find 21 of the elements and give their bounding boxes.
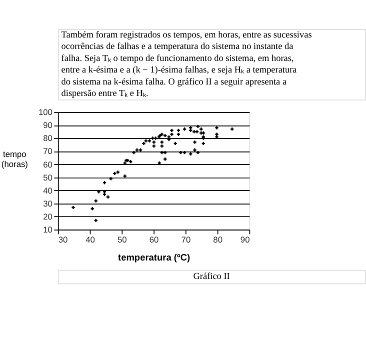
text: Gráfico II: [193, 271, 230, 282]
y-tick-label: 100: [38, 107, 53, 118]
x-tick-label: 90: [240, 234, 250, 245]
y-tick-label: 10: [43, 224, 53, 235]
y-tick-label: 80: [43, 133, 53, 144]
x-tick-label: 60: [149, 234, 160, 245]
x-tick-label: 40: [86, 234, 96, 245]
y-tick-label: 40: [43, 185, 53, 196]
y-tick-label: 50: [43, 172, 53, 182]
x-tick-label: 50: [117, 234, 128, 245]
y-tick-label: 70: [43, 146, 53, 156]
y-tick-label: 90: [43, 120, 53, 130]
text: Também foram registrados os tempos, em horas, entre as sucessivas ocorrências de falhas e a temperatura do sistema no instante da falha. Seja Tₖ o tempo de funcionamento do sistema, em horas, entre a k-ésima e a (k − 1)-ésima falhas, e seja Hₖ a temperatura do sistema na k-ésima falha. O gráfico II a seguir apresenta a dispersão entre Tₖ e Hₖ.: [61, 29, 312, 98]
y-tick-label: 30: [43, 198, 53, 208]
y-tick-label: 20: [43, 212, 53, 222]
x-tick-label: 80: [213, 234, 223, 245]
x-axis-title: temperatura (ºC): [118, 252, 190, 262]
y-tick-label: 60: [43, 159, 53, 170]
y-axis-title: tempo (horas): [1, 149, 28, 170]
x-tick-label: 30: [58, 234, 68, 245]
x-tick-label: 70: [181, 234, 191, 245]
